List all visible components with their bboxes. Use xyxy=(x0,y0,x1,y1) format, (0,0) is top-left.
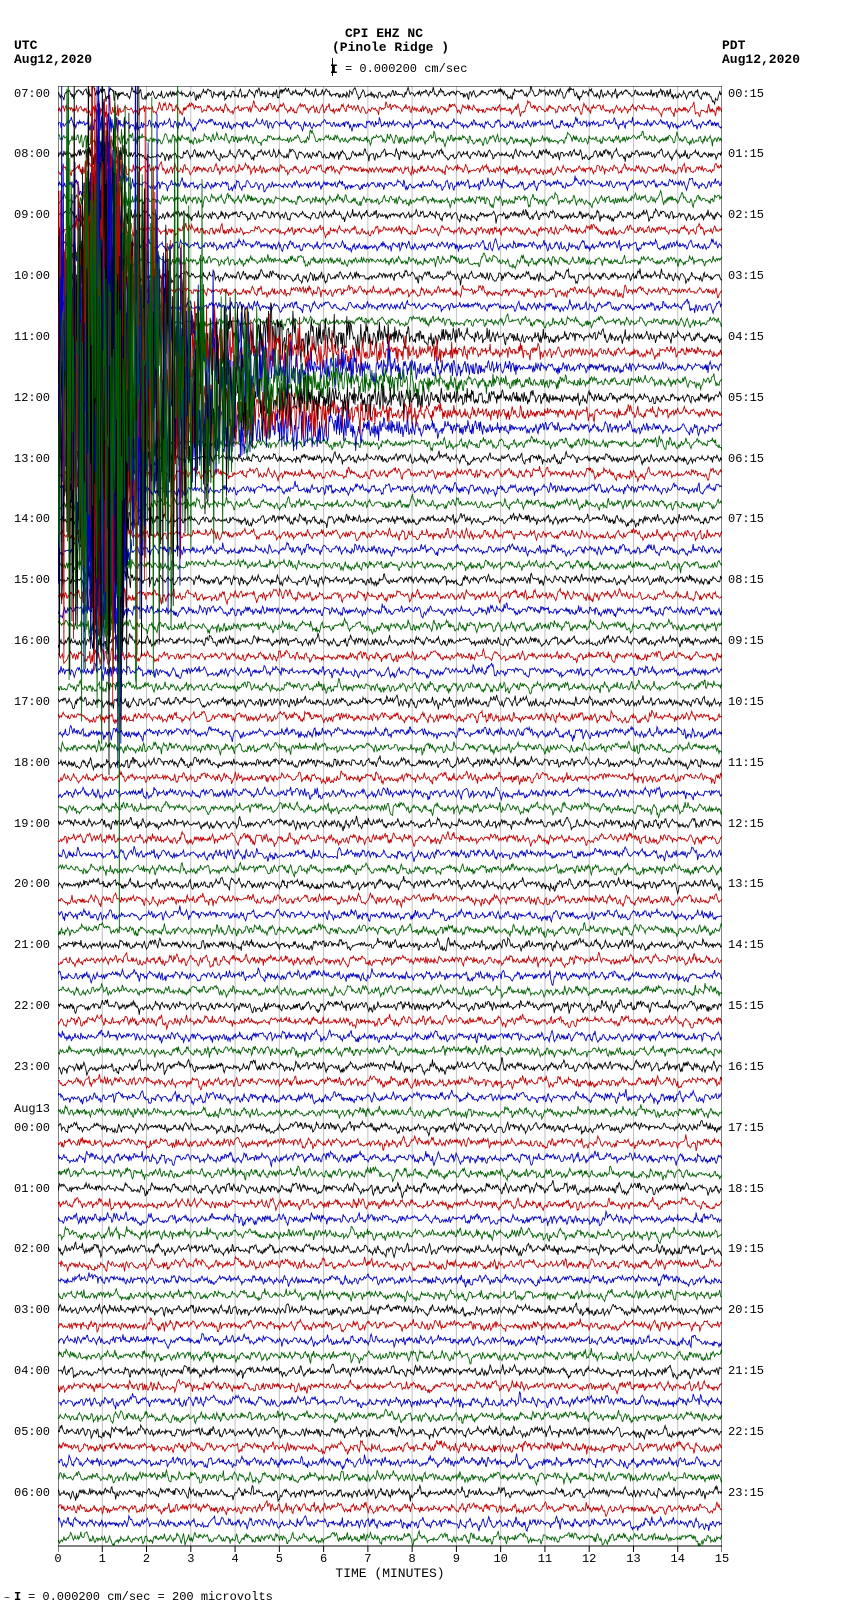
pdt-time-label: 04:15 xyxy=(728,330,764,344)
footer-text: = 0.000200 cm/sec = 200 microvolts xyxy=(28,1590,273,1604)
scale-bar-mark xyxy=(332,58,333,76)
utc-time-label: 09:00 xyxy=(14,208,50,222)
utc-time-label: 13:00 xyxy=(14,452,50,466)
x-tick-label: 12 xyxy=(582,1552,596,1566)
pdt-time-label: 01:15 xyxy=(728,147,764,161)
x-tick-label: 5 xyxy=(276,1552,283,1566)
x-tick-label: 15 xyxy=(715,1552,729,1566)
footer-wave-icon: ~ xyxy=(4,1594,10,1605)
pdt-time-label: 17:15 xyxy=(728,1121,764,1135)
pdt-time-label: 23:15 xyxy=(728,1486,764,1500)
utc-time-label: 06:00 xyxy=(14,1486,50,1500)
utc-time-label: 17:00 xyxy=(14,695,50,709)
x-tick-label: 9 xyxy=(453,1552,460,1566)
seismogram-page: CPI EHZ NC (Pinole Ridge ) UTC Aug12,202… xyxy=(0,0,850,1613)
utc-time-label: 00:00 xyxy=(14,1121,50,1135)
utc-time-label: 05:00 xyxy=(14,1425,50,1439)
scale-text: = 0.000200 cm/sec xyxy=(345,62,467,76)
date-right: Aug12,2020 xyxy=(722,52,800,67)
pdt-time-label: 08:15 xyxy=(728,573,764,587)
pdt-time-label: 19:15 xyxy=(728,1242,764,1256)
utc-time-label: 01:00 xyxy=(14,1182,50,1196)
x-tick-label: 7 xyxy=(364,1552,371,1566)
pdt-time-label: 13:15 xyxy=(728,877,764,891)
utc-time-label: 10:00 xyxy=(14,269,50,283)
pdt-time-label: 22:15 xyxy=(728,1425,764,1439)
pdt-time-label: 10:15 xyxy=(728,695,764,709)
pdt-time-label: 15:15 xyxy=(728,999,764,1013)
utc-time-label: Aug13 xyxy=(14,1102,50,1116)
tz-right: PDT xyxy=(722,38,745,53)
x-tick-label: 11 xyxy=(538,1552,552,1566)
date-left: Aug12,2020 xyxy=(14,52,92,67)
pdt-time-label: 00:15 xyxy=(728,87,764,101)
station-line-2: (Pinole Ridge ) xyxy=(332,40,449,55)
utc-time-label: 08:00 xyxy=(14,147,50,161)
utc-time-label: 20:00 xyxy=(14,877,50,891)
station-line-1: CPI EHZ NC xyxy=(345,26,423,41)
utc-time-label: 07:00 xyxy=(14,87,50,101)
utc-time-label: 19:00 xyxy=(14,817,50,831)
x-axis-title: TIME (MINUTES) xyxy=(335,1566,444,1581)
footer-prefix: I xyxy=(14,1590,21,1604)
pdt-time-label: 11:15 xyxy=(728,756,764,770)
pdt-time-label: 18:15 xyxy=(728,1182,764,1196)
x-tick-label: 10 xyxy=(493,1552,507,1566)
x-tick-label: 8 xyxy=(409,1552,416,1566)
x-tick-label: 13 xyxy=(626,1552,640,1566)
pdt-time-label: 12:15 xyxy=(728,817,764,831)
utc-time-label: 04:00 xyxy=(14,1364,50,1378)
utc-time-label: 14:00 xyxy=(14,512,50,526)
pdt-time-label: 20:15 xyxy=(728,1303,764,1317)
pdt-time-label: 05:15 xyxy=(728,391,764,405)
pdt-time-label: 16:15 xyxy=(728,1060,764,1074)
pdt-time-label: 07:15 xyxy=(728,512,764,526)
tz-left: UTC xyxy=(14,38,37,53)
x-tick-label: 3 xyxy=(187,1552,194,1566)
utc-time-label: 11:00 xyxy=(14,330,50,344)
x-tick-label: 2 xyxy=(143,1552,150,1566)
pdt-time-label: 09:15 xyxy=(728,634,764,648)
pdt-time-label: 21:15 xyxy=(728,1364,764,1378)
x-tick-label: 14 xyxy=(671,1552,685,1566)
pdt-time-label: 03:15 xyxy=(728,269,764,283)
pdt-time-label: 02:15 xyxy=(728,208,764,222)
utc-time-label: 16:00 xyxy=(14,634,50,648)
utc-time-label: 22:00 xyxy=(14,999,50,1013)
utc-time-label: 23:00 xyxy=(14,1060,50,1074)
utc-time-label: 15:00 xyxy=(14,573,50,587)
x-tick-label: 0 xyxy=(54,1552,61,1566)
utc-time-label: 12:00 xyxy=(14,391,50,405)
x-tick-label: 4 xyxy=(231,1552,238,1566)
utc-time-label: 03:00 xyxy=(14,1303,50,1317)
utc-time-label: 18:00 xyxy=(14,756,50,770)
x-tick-label: 1 xyxy=(99,1552,106,1566)
utc-time-label: 02:00 xyxy=(14,1242,50,1256)
x-tick-label: 6 xyxy=(320,1552,327,1566)
pdt-time-label: 14:15 xyxy=(728,938,764,952)
pdt-time-label: 06:15 xyxy=(728,452,764,466)
utc-time-label: 21:00 xyxy=(14,938,50,952)
seismogram-plot xyxy=(58,86,722,1568)
